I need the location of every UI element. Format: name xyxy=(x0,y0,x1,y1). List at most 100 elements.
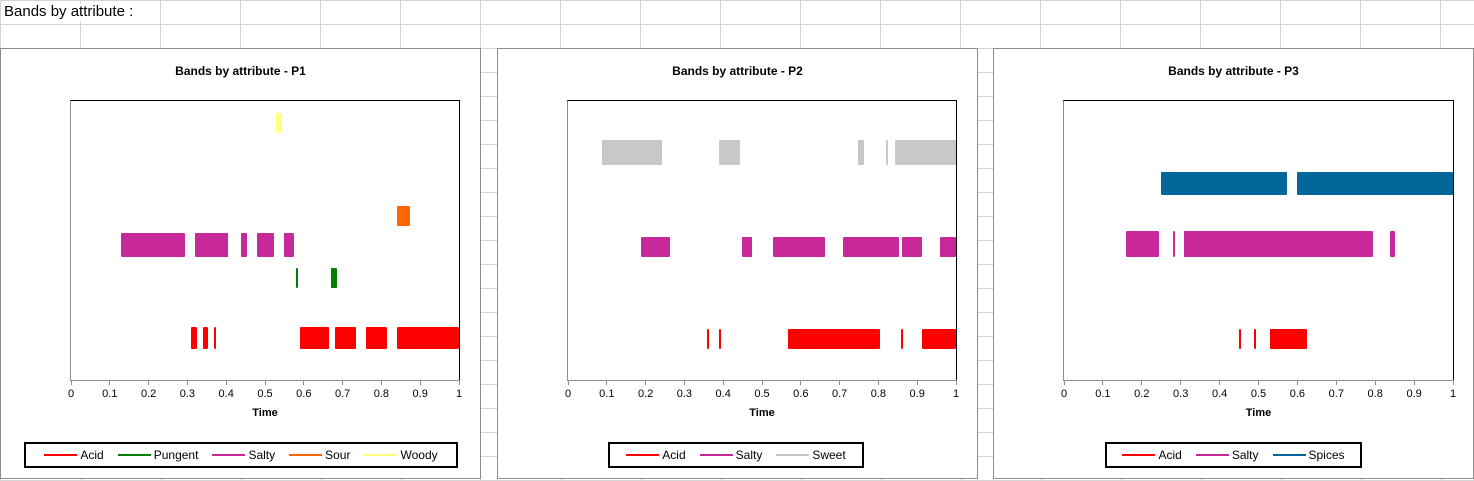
chart-title: Bands by attribute - P3 xyxy=(1168,64,1299,78)
chart-p3[interactable]: Bands by attribute - P3 0 0.1 0.2 0.3 0.4 0.5… xyxy=(993,48,1474,479)
x-tick-label: 0.1 xyxy=(102,388,118,400)
legend[interactable]: Acid Salty Sweet xyxy=(608,442,864,468)
legend-swatch-icon xyxy=(699,454,733,456)
chart-p1[interactable]: Bands by attribute - P1 0 0.1 0.2 0.3 0.4 0.5… xyxy=(0,48,481,479)
band-salty xyxy=(1125,231,1159,257)
legend-item-spices[interactable]: Spices xyxy=(1272,448,1345,462)
x-axis-title: Time xyxy=(252,407,278,419)
band-salty xyxy=(1389,231,1396,257)
band-acid xyxy=(396,327,459,349)
x-tick xyxy=(303,380,305,385)
x-tick xyxy=(1219,380,1221,385)
x-tick xyxy=(1296,380,1298,385)
x-tick xyxy=(1102,380,1104,385)
x-tick xyxy=(1452,380,1454,385)
x-tick xyxy=(683,380,685,385)
x-tick-label: 0.3 xyxy=(1173,388,1189,400)
band-pungent xyxy=(330,268,338,288)
band-acid xyxy=(1239,329,1242,349)
band-acid xyxy=(787,329,880,349)
band-salty xyxy=(121,233,186,257)
band-woody xyxy=(275,113,283,133)
legend-swatch-icon xyxy=(364,454,398,456)
band-salty xyxy=(741,237,752,257)
band-salty xyxy=(902,237,922,257)
legend[interactable]: Acid Pungent Salty Sour Woody xyxy=(24,442,458,468)
legend-swatch-icon xyxy=(212,454,246,456)
band-acid xyxy=(214,327,217,349)
band-salty xyxy=(640,237,671,257)
x-tick-label: 0.2 xyxy=(140,388,157,400)
legend-item-acid[interactable]: Acid xyxy=(626,448,686,462)
band-sour xyxy=(396,206,411,226)
x-tick-label: 0.1 xyxy=(1095,388,1111,400)
band-acid xyxy=(900,329,903,349)
band-acid xyxy=(1270,329,1308,349)
x-tick-label: 0.7 xyxy=(831,388,848,400)
x-tick xyxy=(645,380,647,385)
x-tick xyxy=(1258,380,1259,385)
x-tick-label: 0.7 xyxy=(1328,388,1344,400)
plot-area: 0 0.1 0.2 0.3 0.4 0.5 0.6 0.7 0.8 0.9 1 xyxy=(1061,100,1456,400)
legend-item-acid[interactable]: Acid xyxy=(1122,448,1182,462)
x-tick xyxy=(264,380,266,385)
band-salty xyxy=(195,233,229,257)
legend-label: Woody xyxy=(400,448,438,462)
legend-item-sweet[interactable]: Sweet xyxy=(776,448,846,462)
x-tick-label: 0.4 xyxy=(1211,388,1228,400)
x-tick xyxy=(380,380,382,385)
band-salty xyxy=(772,237,825,257)
band-salty xyxy=(1183,231,1373,257)
x-tick xyxy=(1335,380,1337,385)
x-tick-label: 0.9 xyxy=(1406,388,1422,400)
legend-item-salty[interactable]: Salty xyxy=(212,448,275,462)
legend[interactable]: Acid Salty Spices xyxy=(1105,442,1362,468)
x-tick-label: 1 xyxy=(952,388,960,400)
chart-p2[interactable]: Bands by attribute - P2 0 0.1 0.2 0.3 0.4 0.5… xyxy=(497,48,978,479)
band-salty xyxy=(284,233,295,257)
legend-swatch-icon xyxy=(776,454,810,456)
x-tick-label: 0 xyxy=(67,388,75,400)
x-tick-label: 0.3 xyxy=(179,388,196,400)
plot-area: 0 0.1 0.2 0.3 0.4 0.5 0.6 0.7 0.8 0.9 1 xyxy=(565,100,959,400)
legend-label: Acid xyxy=(80,448,104,462)
legend-item-salty[interactable]: Salty xyxy=(1195,448,1259,462)
x-tick-label: 0.8 xyxy=(870,388,887,400)
x-tick xyxy=(916,380,918,385)
x-tick xyxy=(458,380,460,385)
x-tick-label: 1 xyxy=(1449,388,1457,400)
legend-label: Pungent xyxy=(153,448,199,462)
legend-item-acid[interactable]: Acid xyxy=(44,448,104,462)
x-tick xyxy=(186,380,188,385)
plot-area: 0 0.1 0.2 0.3 0.4 0.5 0.6 0.7 0.8 0.9 1 xyxy=(68,100,462,400)
x-tick xyxy=(955,380,957,385)
x-tick-label: 0.8 xyxy=(373,388,390,400)
x-tick xyxy=(1413,380,1415,385)
legend-label: Acid xyxy=(662,448,686,462)
band-salty xyxy=(256,233,274,257)
x-axis-title: Time xyxy=(749,407,775,419)
x-tick-label: 0.4 xyxy=(218,388,234,400)
band-spices xyxy=(1160,171,1287,195)
x-tick-label: 0.2 xyxy=(1134,388,1150,400)
x-tick-label: 0.8 xyxy=(1367,388,1383,400)
band-acid xyxy=(706,329,709,349)
legend-swatch-icon xyxy=(44,454,78,456)
legend-item-pungent[interactable]: Pungent xyxy=(117,448,199,462)
x-tick-label: 1 xyxy=(455,388,463,400)
x-tick xyxy=(761,380,763,385)
band-acid xyxy=(190,327,198,349)
legend-label: Salty xyxy=(248,448,276,462)
legend-swatch-icon xyxy=(117,454,151,456)
x-tick xyxy=(1180,380,1182,385)
legend-swatch-icon xyxy=(1195,454,1229,456)
x-tick xyxy=(800,380,802,385)
legend-item-woody[interactable]: Woody xyxy=(364,448,438,462)
legend-label: Sour xyxy=(325,448,351,462)
legend-item-salty[interactable]: Salty xyxy=(699,448,762,462)
legend-item-sour[interactable]: Sour xyxy=(289,448,350,462)
band-acid xyxy=(921,329,956,349)
legend-swatch-icon xyxy=(1272,454,1306,456)
x-tick-label: 0 xyxy=(564,388,572,400)
band-sweet xyxy=(718,139,740,165)
